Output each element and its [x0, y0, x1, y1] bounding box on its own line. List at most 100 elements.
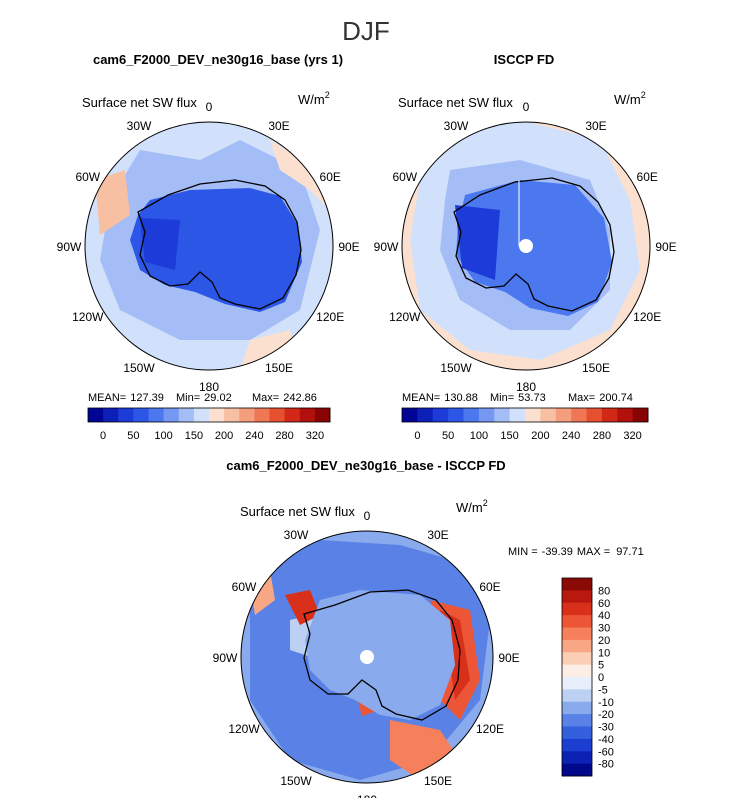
positive-anomaly [285, 590, 320, 625]
colorbar-labels: 0 50 100 150 200 240 280 320 [100, 430, 324, 442]
colorbar-tick-label: 10 [598, 647, 610, 659]
colorbar-tick-label: 280 [275, 430, 293, 442]
longitude-label: 30E [427, 528, 448, 542]
colorbar [401, 407, 649, 423]
colorbar-tick-label: 50 [127, 430, 139, 442]
continent-field [305, 590, 455, 720]
colorbar-swatch [284, 408, 301, 422]
longitude-label: 30W [127, 119, 152, 133]
colorbar-swatch [494, 408, 511, 422]
colorbar-tick-label: 240 [245, 430, 263, 442]
colorbar-tick-label: 200 [531, 430, 549, 442]
colorbar-swatch [448, 408, 464, 422]
continent-field [130, 188, 302, 312]
colorbar-swatch [601, 408, 618, 422]
map-field [241, 531, 493, 783]
colorbar-swatch [555, 408, 572, 422]
colorbar-swatch [562, 677, 592, 690]
colorbar-tick-label: 0 [100, 430, 106, 442]
colorbar-tick-label: 30 [598, 623, 610, 635]
longitude-label: 90E [655, 240, 676, 254]
colorbar-tick-label: -30 [598, 722, 614, 734]
units-label: W/m2 [298, 90, 330, 107]
units-label: W/m2 [456, 498, 488, 515]
longitude-label: 120W [72, 310, 104, 324]
colorbar-tick-label: 0 [414, 430, 420, 442]
longitude-label: 60E [637, 170, 658, 184]
longitude-label: 150E [265, 361, 293, 375]
longitude-label: 150E [424, 774, 452, 788]
colorbar-swatch [562, 689, 592, 703]
colorbar-labels: 0 50 100 150 200 240 280 320 [414, 430, 641, 442]
plateau-field [455, 205, 500, 280]
warm-anomaly [95, 170, 130, 235]
colorbar-tick-label: 200 [215, 430, 233, 442]
colorbar [561, 577, 593, 777]
colorbar-swatch [148, 408, 165, 422]
colorbar-tick-label: 150 [185, 430, 203, 442]
colorbar-tick-label: -10 [598, 697, 614, 709]
colorbar-swatch [269, 408, 286, 422]
longitude-label: 90W [374, 240, 399, 254]
longitude-label: 60W [392, 170, 417, 184]
warm-anomaly [270, 140, 330, 210]
longitude-label: 180 [357, 793, 377, 798]
stats-max: Max= 242.86 [252, 392, 317, 404]
panel-difference: cam6_F2000_DEV_ne30g16_base - ISCCP FD S… [213, 458, 644, 798]
colorbar-swatch [571, 408, 587, 422]
colorbar-swatch [432, 408, 449, 422]
panel-title: cam6_F2000_DEV_ne30g16_base (yrs 1) [93, 52, 343, 67]
longitude-label: 90E [338, 240, 359, 254]
longitude-label: 90W [213, 651, 238, 665]
longitude-label: 60W [232, 580, 257, 594]
colorbar-frame [561, 577, 593, 777]
season-title: DJF [342, 16, 390, 46]
colorbar-swatch [562, 590, 592, 604]
colorbar-tick-label: 240 [562, 430, 580, 442]
stats-mean: MEAN= 127.39 [88, 392, 164, 404]
colorbar-swatch [586, 408, 603, 422]
colorbar-swatch [562, 602, 592, 616]
stats-max: Max= 200.74 [568, 392, 633, 404]
colorbar-swatch [525, 408, 541, 422]
colorbar-swatch [562, 615, 592, 628]
variable-label: Surface net SW flux [398, 95, 513, 110]
colorbar-tick-label: 5 [598, 660, 604, 672]
variable-label: Surface net SW flux [240, 504, 355, 519]
stats-min: Min= 29.02 [176, 392, 232, 404]
colorbar-swatch [103, 408, 119, 422]
colorbar-swatch [463, 408, 480, 422]
colorbar-tick-label: 280 [593, 430, 611, 442]
longitude-label: 0 [206, 100, 213, 114]
longitude-labels: 0 30E 60E 90E 120E 150E 180 150W 120W 90W 60W 30W [57, 100, 360, 394]
longitude-label: 150W [280, 774, 312, 788]
longitude-label: 90W [57, 240, 82, 254]
colorbar-tick-label: 40 [598, 610, 610, 622]
colorbar-swatch [88, 408, 104, 422]
colorbar-swatch [562, 751, 592, 765]
longitude-label: 120W [228, 722, 260, 736]
longitude-label: 150W [123, 361, 155, 375]
pole-hole [360, 650, 374, 664]
colorbar-swatch [402, 408, 418, 422]
longitude-label: 150E [582, 361, 610, 375]
colorbar [87, 407, 331, 423]
map-border [401, 121, 651, 371]
colorbar-swatch [478, 408, 495, 422]
map-field [85, 122, 333, 370]
colorbar-swatch [133, 408, 149, 422]
panel-title: cam6_F2000_DEV_ne30g16_base - ISCCP FD [226, 458, 505, 473]
colorbar-swatch [562, 701, 592, 715]
colorbar-swatch [163, 408, 180, 422]
variable-label: Surface net SW flux [82, 95, 197, 110]
colorbar-tick-label: 50 [442, 430, 454, 442]
colorbar-swatch [299, 408, 316, 422]
colorbar-swatch [254, 408, 270, 422]
colorbar-tick-label: -60 [598, 746, 614, 758]
coastline [137, 179, 302, 310]
longitude-label: 120W [389, 310, 421, 324]
longitude-label: 0 [364, 509, 371, 523]
coastline [453, 177, 615, 312]
colorbar-swatch [178, 408, 195, 422]
